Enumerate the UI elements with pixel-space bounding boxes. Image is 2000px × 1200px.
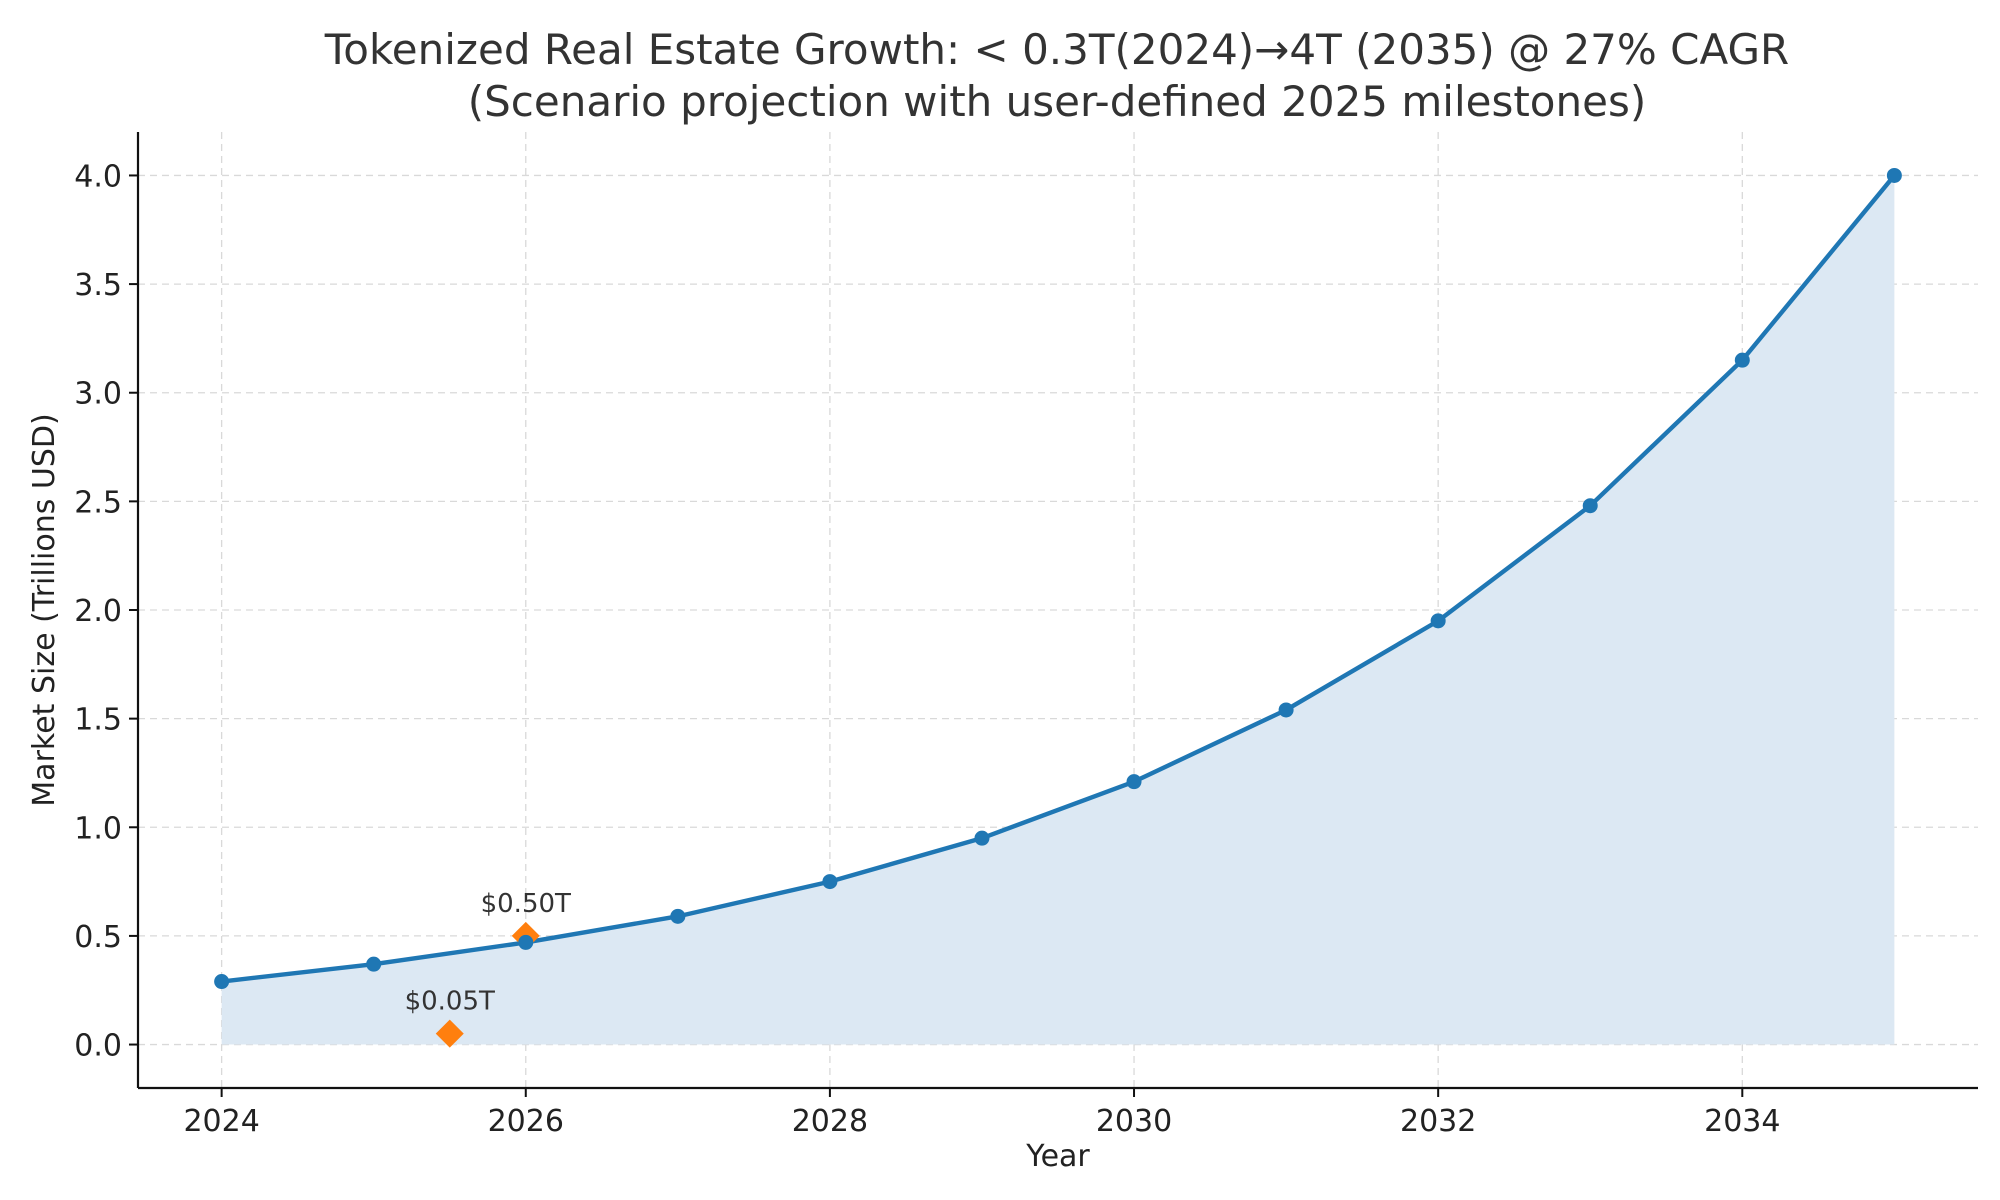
series-line <box>221 174 1897 984</box>
data-point <box>974 830 990 846</box>
data-point <box>1126 774 1142 790</box>
y-tick-label: 4.0 <box>74 159 122 194</box>
data-points <box>214 167 1902 990</box>
data-point <box>214 974 230 990</box>
axis-ticks: 2024 2026 2028 2030 2032 2034 0.0 0.5 1.0 1.5 2.0 2… <box>74 159 1780 1139</box>
y-tick-label: 1.5 <box>74 703 122 738</box>
data-point <box>1886 167 1902 183</box>
y-tick-label: 1.0 <box>74 811 122 846</box>
y-axis-title: Market Size (Trillions USD) <box>27 413 62 806</box>
x-tick-label: 2024 <box>183 1104 259 1139</box>
data-point <box>518 934 534 950</box>
milestone-label: $0.05T <box>405 987 495 1017</box>
data-point <box>1582 498 1598 514</box>
x-axis-title: Year <box>1025 1139 1090 1174</box>
data-point <box>1734 352 1750 368</box>
data-point <box>1278 702 1294 718</box>
y-tick-label: 2.5 <box>74 485 122 520</box>
x-tick-label: 2028 <box>792 1104 868 1139</box>
data-point <box>670 908 686 924</box>
area-fill <box>221 175 1895 1045</box>
y-tick-label: 0.5 <box>74 920 122 955</box>
milestone-label: $0.50T <box>481 889 571 919</box>
data-point <box>822 874 838 890</box>
y-tick-label: 2.0 <box>74 594 122 629</box>
x-tick-label: 2026 <box>488 1104 564 1139</box>
chart-title-line-2: (Scenario projection with user-defined 2… <box>468 77 1646 126</box>
y-tick-label: 3.5 <box>74 268 122 303</box>
x-tick-label: 2034 <box>1704 1104 1780 1139</box>
milestone-marker <box>435 1019 464 1048</box>
y-tick-label: 3.0 <box>74 377 122 412</box>
data-point <box>366 956 382 972</box>
x-tick-label: 2030 <box>1096 1104 1172 1139</box>
chart-title-line-1: Tokenized Real Estate Growth: < 0.3T(202… <box>324 25 1789 74</box>
y-tick-label: 0.0 <box>74 1029 122 1064</box>
x-tick-label: 2032 <box>1400 1104 1476 1139</box>
data-point <box>1430 613 1446 629</box>
